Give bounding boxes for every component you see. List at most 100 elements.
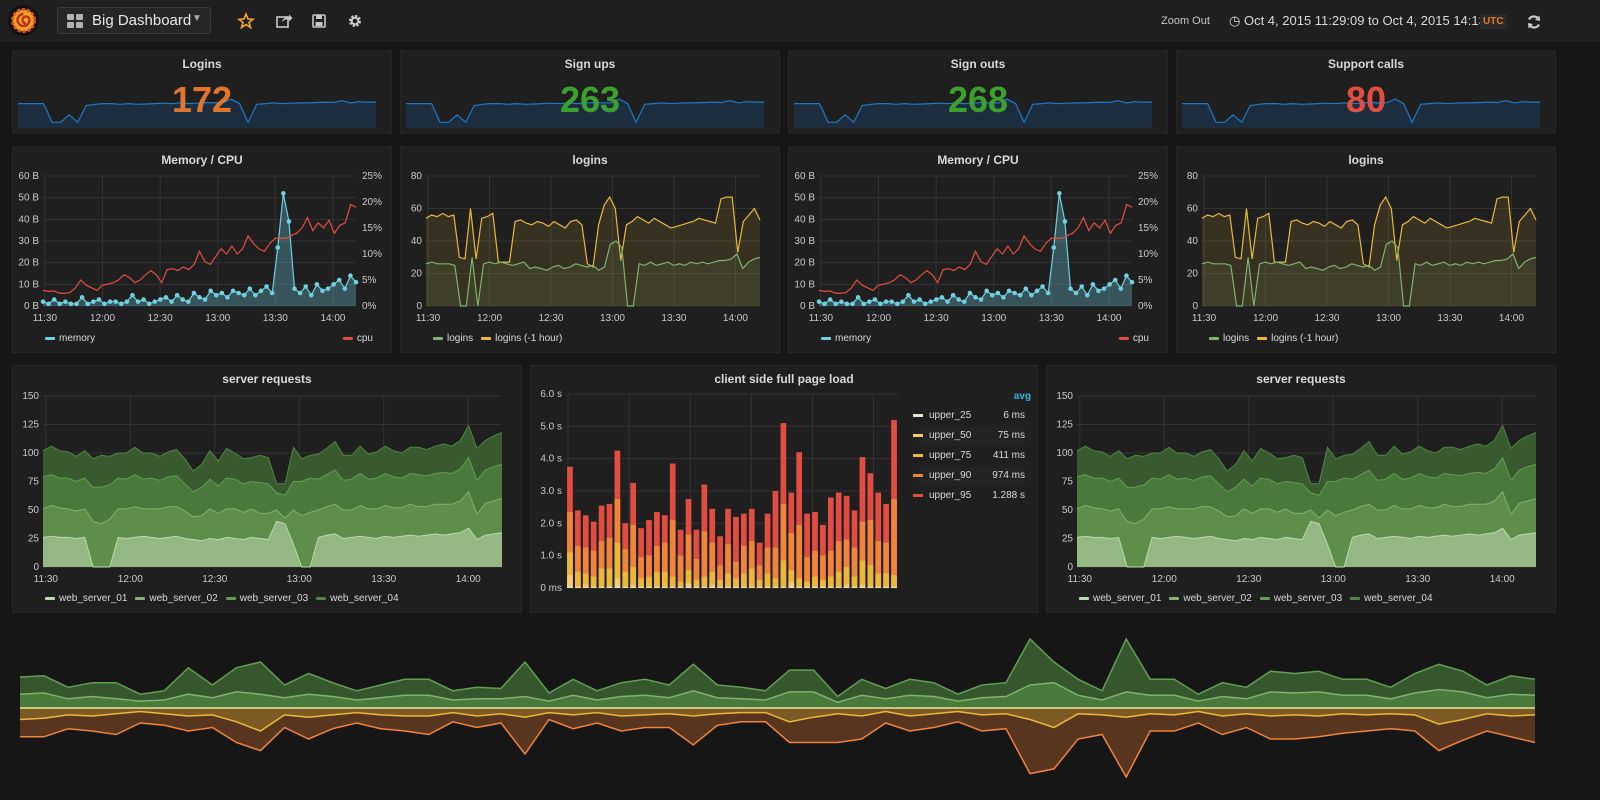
y-tick-label: 60 B bbox=[18, 171, 39, 182]
data-point bbox=[124, 299, 130, 304]
y-tick-label: 20 B bbox=[18, 258, 39, 269]
data-point bbox=[900, 299, 906, 304]
legend-swatch bbox=[1209, 336, 1219, 340]
bar bbox=[717, 586, 723, 588]
y-tick-label: 6.0 s bbox=[540, 389, 562, 400]
legend-row[interactable]: upper_50 75 ms bbox=[913, 426, 1031, 446]
save-icon[interactable] bbox=[309, 11, 329, 31]
bar bbox=[804, 513, 810, 588]
data-point bbox=[911, 299, 917, 304]
graph-panel[interactable]: server requests 0 25 50 75 100 125 150 11:30 12:0… bbox=[1046, 365, 1556, 613]
sparkline bbox=[18, 98, 376, 128]
legend-item[interactable]: memory bbox=[821, 333, 871, 344]
data-point bbox=[281, 191, 286, 196]
grafana-logo[interactable] bbox=[8, 5, 39, 36]
y-tick-label: 4.0 s bbox=[540, 454, 562, 465]
bar bbox=[693, 579, 700, 588]
time-range-picker[interactable]: ◷ Oct 4, 2015 11:29:09 to Oct 4, 2015 14… bbox=[1229, 13, 1504, 29]
legend-item[interactable]: logins (-1 hour) bbox=[1257, 333, 1338, 344]
bar bbox=[875, 573, 882, 588]
refresh-icon[interactable] bbox=[1524, 12, 1544, 32]
legend-swatch bbox=[316, 596, 327, 600]
gear-icon[interactable] bbox=[345, 11, 365, 31]
bar bbox=[567, 575, 573, 588]
legend-item[interactable]: cpu bbox=[1118, 333, 1149, 344]
y-tick-label: 20 B bbox=[794, 258, 815, 269]
sparkline-line bbox=[18, 98, 376, 124]
wave-line bbox=[19, 637, 1536, 698]
data-point bbox=[894, 301, 900, 307]
legend-label: upper_25 bbox=[929, 410, 972, 421]
legend-label: web_server_01 bbox=[1093, 593, 1162, 604]
legend-item[interactable]: web_server_02 bbox=[135, 593, 218, 604]
data-point bbox=[945, 299, 950, 304]
legend-item[interactable]: web_server_04 bbox=[316, 593, 399, 604]
legend-item[interactable]: logins bbox=[1209, 333, 1249, 344]
legend-swatch bbox=[481, 336, 492, 340]
singlestat-panel[interactable]: Support calls 80 bbox=[1176, 50, 1556, 134]
x-tick-label: 12:30 bbox=[1236, 574, 1261, 585]
y-tick-label: 25 bbox=[1062, 534, 1074, 545]
legend-item[interactable]: web_server_02 bbox=[1169, 593, 1252, 604]
singlestat-panel[interactable]: Sign outs 268 bbox=[788, 50, 1168, 134]
bar bbox=[638, 557, 644, 588]
legend-item[interactable]: web_server_01 bbox=[1079, 593, 1161, 604]
bar bbox=[717, 565, 723, 588]
legend-item[interactable]: web_server_03 bbox=[1259, 593, 1342, 604]
graph-panel[interactable]: logins 0 20 40 60 80 11:30 12:00 12:30 13:00 13:30… bbox=[400, 146, 780, 353]
y-tick-label: 60 B bbox=[794, 171, 815, 182]
panel-title: server requests bbox=[1256, 372, 1346, 386]
legend-item[interactable]: web_server_01 bbox=[45, 593, 127, 604]
data-point bbox=[74, 301, 79, 307]
graph-panel[interactable]: logins 0 20 40 60 80 11:30 12:00 12:30 13:00 13:30… bbox=[1176, 146, 1556, 353]
legend-item[interactable]: logins bbox=[433, 333, 473, 344]
legend-swatch bbox=[45, 596, 55, 600]
chart-svg: 0 B 10 B 20 B 30 B 40 B 50 B 60 B 0% 5% 10% 15% 20%… bbox=[18, 171, 382, 324]
data-point bbox=[1090, 282, 1096, 287]
data-point bbox=[850, 301, 855, 307]
legend-label: logins (-1 hour) bbox=[495, 333, 563, 344]
x-tick-label: 12:00 bbox=[1253, 313, 1278, 324]
legend-row[interactable]: upper_95 1.288 s bbox=[913, 486, 1031, 506]
y-tick-label: 50 B bbox=[18, 193, 39, 204]
bar bbox=[780, 587, 787, 588]
zoom-out-button[interactable]: Zoom Out bbox=[1161, 15, 1210, 27]
bar bbox=[575, 571, 581, 588]
y-tick-label: 40 B bbox=[18, 214, 39, 225]
graph-panel[interactable]: server requests 0 25 50 75 100 125 150 11:30 12:0… bbox=[12, 365, 522, 613]
chart-svg: 0 25 50 75 100 125 150 11:30 12:00 12:30 13:00 13:3… bbox=[1056, 391, 1537, 585]
star-icon[interactable] bbox=[236, 11, 256, 31]
data-point bbox=[922, 301, 928, 307]
graph-panel[interactable]: client side full page load 0 ms 1.0 s 2.0 s… bbox=[530, 365, 1038, 613]
legend-row[interactable]: upper_75 411 ms bbox=[913, 446, 1031, 466]
series-area bbox=[819, 193, 1132, 306]
data-point bbox=[1068, 286, 1073, 291]
singlestat-panel[interactable]: Sign ups 263 bbox=[400, 50, 780, 134]
share-icon[interactable] bbox=[274, 11, 294, 31]
x-tick-label: 12:00 bbox=[118, 574, 143, 585]
bar bbox=[835, 492, 842, 588]
legend-swatch bbox=[1257, 336, 1268, 340]
bar bbox=[820, 587, 826, 588]
legend-item[interactable]: cpu bbox=[342, 333, 373, 344]
legend-avg-header: avg bbox=[1013, 391, 1031, 402]
y-tick-label: 3.0 s bbox=[540, 486, 562, 497]
legend-item[interactable]: web_server_04 bbox=[1350, 593, 1433, 604]
legend-item[interactable]: memory bbox=[45, 333, 95, 344]
sparkline-line bbox=[794, 98, 1152, 124]
x-tick-label: 11:30 bbox=[809, 313, 834, 324]
legend-row[interactable]: upper_25 6 ms bbox=[913, 406, 1031, 426]
dashboard-picker-button[interactable]: Big Dashboard ▼ bbox=[57, 7, 211, 34]
data-point bbox=[822, 301, 827, 307]
legend-item[interactable]: web_server_03 bbox=[225, 593, 308, 604]
stat-value: 80 bbox=[1345, 79, 1387, 120]
data-point bbox=[1073, 290, 1079, 296]
legend-swatch bbox=[1350, 596, 1361, 600]
legend-row[interactable]: upper_90 974 ms bbox=[913, 466, 1031, 486]
data-point bbox=[1079, 284, 1084, 289]
bar bbox=[780, 503, 787, 588]
legend-item[interactable]: logins (-1 hour) bbox=[481, 333, 562, 344]
singlestat-panel[interactable]: Logins 172 bbox=[12, 50, 392, 134]
